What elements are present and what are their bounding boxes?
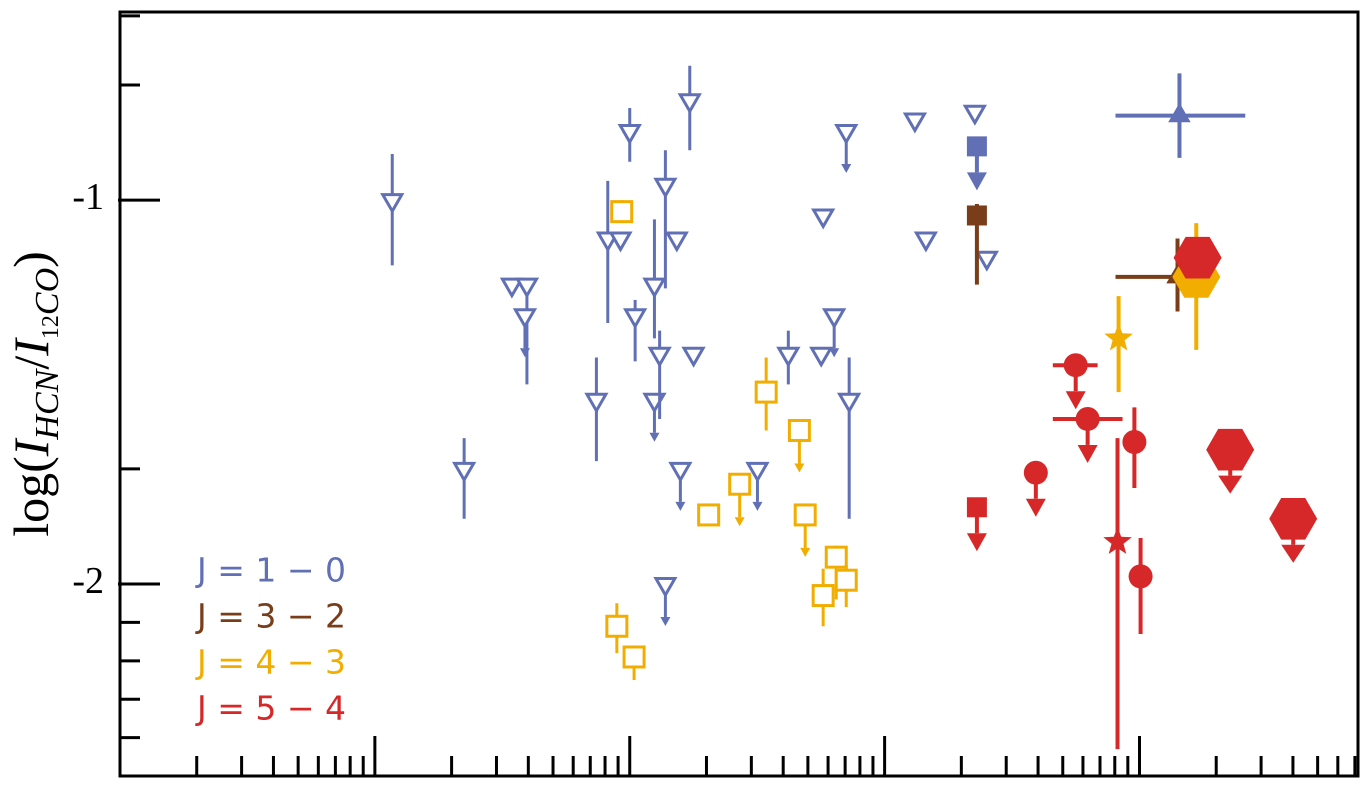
data-point — [824, 545, 848, 569]
upper-limit-arrowhead — [966, 172, 987, 191]
legend-entry: J = 1 − 0 — [195, 551, 346, 590]
data-point — [617, 124, 642, 145]
legend-entry: J = 3 − 2 — [195, 597, 346, 636]
upper-limit-arrowhead — [1281, 544, 1306, 563]
upper-limit-arrowhead — [660, 617, 671, 627]
data-point — [1104, 323, 1133, 351]
upper-limit-arrowhead — [800, 547, 811, 557]
data-point — [1063, 353, 1088, 378]
upper-limit-arrowhead — [1218, 475, 1243, 494]
y-label-part: I — [3, 337, 59, 357]
data-point — [623, 308, 648, 330]
data-point — [668, 461, 693, 483]
data-point — [512, 308, 538, 330]
data-point — [653, 577, 678, 599]
y-axis-label: log(IHCN/I12CO) — [3, 251, 66, 537]
upper-limit-arrowhead — [519, 348, 530, 358]
data-point — [834, 568, 858, 592]
upper-limit-arrowhead — [649, 432, 660, 442]
upper-limit-arrowhead — [1025, 498, 1046, 517]
upper-limit-arrowhead — [829, 348, 840, 358]
data-point — [974, 250, 1000, 272]
data-point — [793, 503, 817, 527]
upper-limit-arrowhead — [1077, 444, 1098, 463]
upper-limit-arrowhead — [841, 164, 852, 174]
data-point — [514, 277, 540, 299]
y-label-part: 12 — [38, 315, 64, 339]
plot-frame — [118, 10, 1360, 778]
y-label-part: / — [3, 356, 59, 370]
data-point — [902, 112, 928, 134]
data-point — [1269, 498, 1318, 540]
data-point — [380, 193, 405, 215]
data-point — [754, 380, 778, 404]
y-label-part: HCN — [29, 367, 66, 440]
y-label-part: I — [3, 437, 59, 457]
data-point — [810, 208, 836, 230]
data-point — [499, 277, 525, 299]
data-point — [1075, 406, 1100, 431]
data-point — [642, 277, 667, 299]
upper-limit-arrowhead — [675, 501, 686, 511]
data-point — [697, 503, 721, 527]
data-point — [913, 231, 938, 253]
legend-entry: J = 5 − 4 — [195, 689, 346, 728]
data-point — [966, 205, 987, 226]
data-point — [610, 200, 634, 224]
data-point — [776, 346, 801, 368]
data-point — [809, 346, 834, 368]
data-point — [642, 392, 667, 414]
data-point — [653, 177, 678, 199]
data-point — [1122, 429, 1147, 454]
data-point — [966, 497, 987, 518]
data-point — [834, 124, 859, 145]
data-point — [677, 93, 702, 115]
data-point — [1103, 526, 1132, 554]
data-point — [452, 461, 477, 483]
data-point — [787, 418, 811, 442]
data-point — [608, 231, 633, 253]
data-point — [1173, 236, 1222, 279]
data-point — [584, 392, 609, 414]
data-point — [1206, 428, 1255, 471]
data-point — [745, 461, 770, 483]
data-point — [647, 346, 672, 368]
upper-limit-arrowhead — [794, 463, 805, 473]
data-point — [1128, 564, 1153, 589]
data-point — [966, 136, 987, 157]
y-label-part: ) — [3, 251, 59, 268]
y-tick-label: -2 — [72, 560, 104, 602]
data-point — [605, 614, 629, 638]
data-point — [664, 231, 689, 253]
data-point — [811, 584, 835, 608]
upper-limit-arrowhead — [1065, 391, 1086, 410]
data-point — [962, 104, 987, 126]
upper-limit-arrowhead — [966, 533, 987, 552]
upper-limit-arrowhead — [752, 501, 763, 511]
data-point — [821, 308, 847, 330]
data-point — [681, 346, 706, 368]
y-label-part: CO — [29, 268, 66, 315]
data-point — [1168, 102, 1191, 123]
legend-entry: J = 4 − 3 — [195, 643, 346, 682]
data-point — [728, 472, 752, 496]
data-point — [622, 645, 646, 669]
y-label-part: log( — [3, 456, 59, 537]
data-point — [1023, 460, 1048, 485]
y-tick-label: -1 — [72, 176, 104, 218]
data-point — [836, 392, 862, 414]
upper-limit-arrowhead — [734, 517, 745, 527]
